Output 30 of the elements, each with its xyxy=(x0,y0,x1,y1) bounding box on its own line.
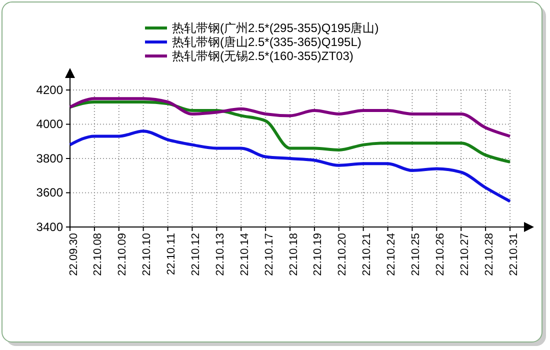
x-tick-label: 22.10.24 xyxy=(386,233,398,276)
y-tick-label: 3800 xyxy=(36,151,64,166)
x-tick-label: 22.10.25 xyxy=(410,233,422,276)
x-tick-label: 22.10.20 xyxy=(336,233,349,276)
legend-label: 热轧带钢(广州2.5*(295-355)Q195唐山) xyxy=(172,21,379,35)
x-tick-label: 22.10.31 xyxy=(508,233,520,276)
x-tick-label: 22.10.08 xyxy=(92,233,104,276)
x-tick-label: 22.10.18 xyxy=(288,233,300,276)
x-tick-label: 22.10.10 xyxy=(141,233,154,276)
x-tick-label: 22.10.27 xyxy=(458,233,471,276)
x-tick-label: 22.10.14 xyxy=(238,233,251,276)
x-tick-label: 22.10.09 xyxy=(116,233,129,276)
x-tick-label: 22.10.12 xyxy=(190,233,202,276)
y-tick-label: 4200 xyxy=(36,82,64,97)
legend-label: 热轧带钢(唐山2.5*(335-365)Q195L) xyxy=(172,35,362,49)
y-tick-label: 3400 xyxy=(36,220,64,234)
legend-label: 热轧带钢(无锡2.5*(160-355)ZT03) xyxy=(172,49,354,63)
y-tick-label: 3600 xyxy=(36,186,64,200)
x-tick-label: 22.10.19 xyxy=(312,233,324,276)
y-tick-label: 4000 xyxy=(36,117,64,132)
x-tick-label: 22.10.26 xyxy=(434,233,446,276)
x-tick-label: 22.10.17 xyxy=(263,233,276,276)
x-tick-label: 22.09.30 xyxy=(68,233,80,276)
x-tick-label: 22.10.13 xyxy=(214,233,226,276)
x-tick-label: 22.10.11 xyxy=(166,233,178,276)
x-tick-label: 22.10.28 xyxy=(483,233,496,276)
line-series xyxy=(68,97,512,138)
line-series xyxy=(68,130,512,203)
x-tick-label: 22.10.21 xyxy=(361,233,374,276)
line-series xyxy=(68,100,512,164)
